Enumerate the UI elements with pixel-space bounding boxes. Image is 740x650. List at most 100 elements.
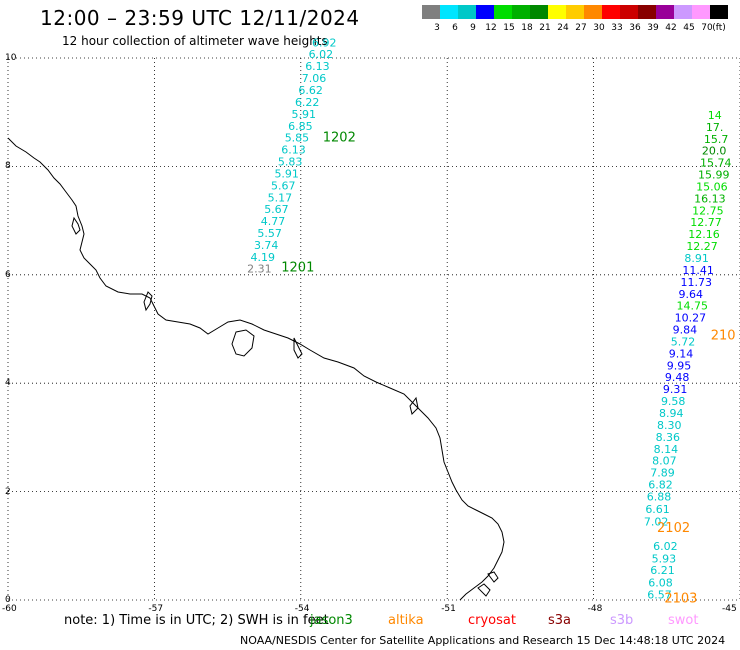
- scale-unit: (ft): [712, 23, 726, 33]
- wave-height-label: 8.30: [657, 419, 682, 432]
- scale-label: 3: [434, 23, 440, 33]
- wave-height-label: 4.77: [261, 215, 286, 228]
- x-tick-label: -51: [441, 604, 456, 614]
- y-tick-label: 0: [5, 595, 11, 605]
- y-tick-label: 6: [5, 269, 11, 280]
- scale-swatch: [692, 5, 710, 19]
- scale-swatch: [674, 5, 692, 19]
- scale-swatch: [422, 5, 440, 19]
- altimeter-tracks: 2.314.193.745.574.775.675.175.675.915.83…: [247, 36, 731, 601]
- island-small-b: [487, 571, 499, 583]
- wave-height-label: 9.95: [667, 359, 692, 372]
- south-america-coastline: [7, 137, 505, 601]
- coastline-river-mouth: [293, 337, 303, 359]
- wave-height-label: 14: [708, 109, 722, 122]
- scale-label: 45: [683, 23, 695, 33]
- wave-height-label: 6.92: [312, 36, 337, 49]
- wave-height-label: 20.0: [702, 145, 727, 158]
- footer-note: note: 1) Time is in UTC; 2) SWH is in fe…: [64, 613, 329, 628]
- wave-height-label: 3.74: [254, 239, 279, 252]
- scale-swatch: [530, 5, 548, 19]
- wave-height-label: 11.73: [680, 276, 712, 289]
- island-small-a: [477, 583, 491, 597]
- scale-label: 39: [647, 23, 659, 33]
- wave-height-label: 5.93: [652, 552, 677, 565]
- pass-number-label: 1201: [281, 261, 314, 276]
- wave-height-label: 9.14: [669, 347, 694, 360]
- wave-height-label: 6.57: [647, 589, 672, 602]
- scale-label: 21: [539, 23, 551, 33]
- coastline-inlet-mid: [143, 291, 153, 312]
- legend-entry-jason3: jason3: [310, 613, 353, 628]
- wave-height-label: 7.89: [650, 467, 675, 480]
- wave-height-label: 5.91: [274, 167, 299, 180]
- wave-height-label: 11.41: [682, 264, 714, 277]
- wave-height-label: 4.19: [251, 251, 276, 264]
- y-tick-label: 10: [5, 53, 17, 63]
- wave-height-label: 8.91: [684, 252, 709, 265]
- y-tick-label: 2: [5, 486, 11, 497]
- wave-height-label: 9.84: [673, 324, 698, 337]
- x-tick-label: -45: [722, 604, 737, 614]
- scale-label: 42: [665, 23, 677, 33]
- scale-label: 27: [575, 23, 587, 33]
- wave-height-label: 12.75: [692, 204, 724, 217]
- wave-height-label: 15.7: [704, 133, 729, 146]
- wave-height-label: 5.67: [264, 203, 289, 216]
- wave-height-label: 6.21: [650, 564, 675, 577]
- track-2101-2103: 6.576.086.215.936.02 7.026.616.886.827.89…: [644, 109, 732, 602]
- wave-height-label: 6.22: [295, 96, 320, 109]
- legend-entry-swot: swot: [668, 613, 699, 628]
- wave-height-label: 6.88: [647, 490, 672, 503]
- map-plot-area: 2.31 4.19 3.74 5.57 4.77 5.67 5.17 5.67 5.91 5.83…: [7, 36, 740, 606]
- wave-height-label: 14.75: [677, 300, 709, 313]
- wave-height-label: 5.57: [257, 227, 282, 240]
- pass-number-label: 2102: [657, 521, 690, 536]
- scale-swatch: [440, 5, 458, 19]
- scale-swatch: [656, 5, 674, 19]
- legend-entry-s3b: s3b: [610, 613, 634, 628]
- wave-height-label: 9.31: [663, 383, 688, 396]
- wave-height-label: 2.31: [247, 262, 272, 275]
- scale-swatch: [566, 5, 584, 19]
- wave-height-label: 6.61: [645, 503, 670, 516]
- scale-swatch: [476, 5, 494, 19]
- wave-height-label: 6.13: [281, 144, 306, 157]
- wave-height-label: 7.02: [644, 515, 669, 528]
- wave-height-label: 6.02: [309, 48, 334, 61]
- pass-labels: 1202 1201 210 2102 2103: [281, 131, 735, 607]
- scale-label: 15: [503, 23, 515, 33]
- coastline-inlet-west: [71, 216, 81, 235]
- map-title: 12:00 – 23:59 UTC 12/11/2024: [40, 6, 360, 30]
- y-tick-label: 4: [5, 378, 11, 389]
- x-tick-label: -60: [2, 604, 17, 614]
- wave-height-label: 5.67: [271, 179, 296, 192]
- wave-height-label: 5.72: [671, 335, 696, 348]
- wave-height-label: 8.94: [659, 407, 684, 420]
- scale-swatch: [638, 5, 656, 19]
- wave-height-label: 8.14: [654, 443, 679, 456]
- wave-height-label: 5.17: [268, 191, 293, 204]
- wave-height-label: 7.06: [302, 72, 327, 85]
- wave-height-label: 17.: [706, 121, 724, 134]
- wave-height-label: 15.06: [696, 180, 728, 193]
- x-tick-label: -57: [148, 604, 164, 614]
- legend-entry-altika: altika: [388, 613, 424, 628]
- wave-height-label: 6.02: [653, 540, 678, 553]
- wave-height-label: 12.77: [690, 216, 722, 229]
- map-canvas: 2.314.193.745.574.775.675.175.675.915.83…: [7, 36, 740, 606]
- wave-height-label: 9.64: [679, 288, 704, 301]
- lat-lon-grid: [7, 57, 740, 601]
- wave-height-label: 5.83: [278, 156, 303, 169]
- wave-height-label: 9.58: [661, 395, 686, 408]
- scale-label: 36: [629, 23, 641, 33]
- scale-label: 18: [521, 23, 533, 33]
- wave-height-label: 8.07: [652, 455, 677, 468]
- wave-height-label: 16.13: [694, 192, 726, 205]
- scale-label: 33: [611, 23, 623, 33]
- wave-height-label: 5.91: [292, 108, 317, 121]
- wave-height-label: 10.27: [675, 312, 707, 325]
- wave-height-label: 15.74: [700, 157, 732, 170]
- wave-height-label: 9.48: [665, 371, 690, 384]
- x-tick-label: -54: [294, 604, 310, 614]
